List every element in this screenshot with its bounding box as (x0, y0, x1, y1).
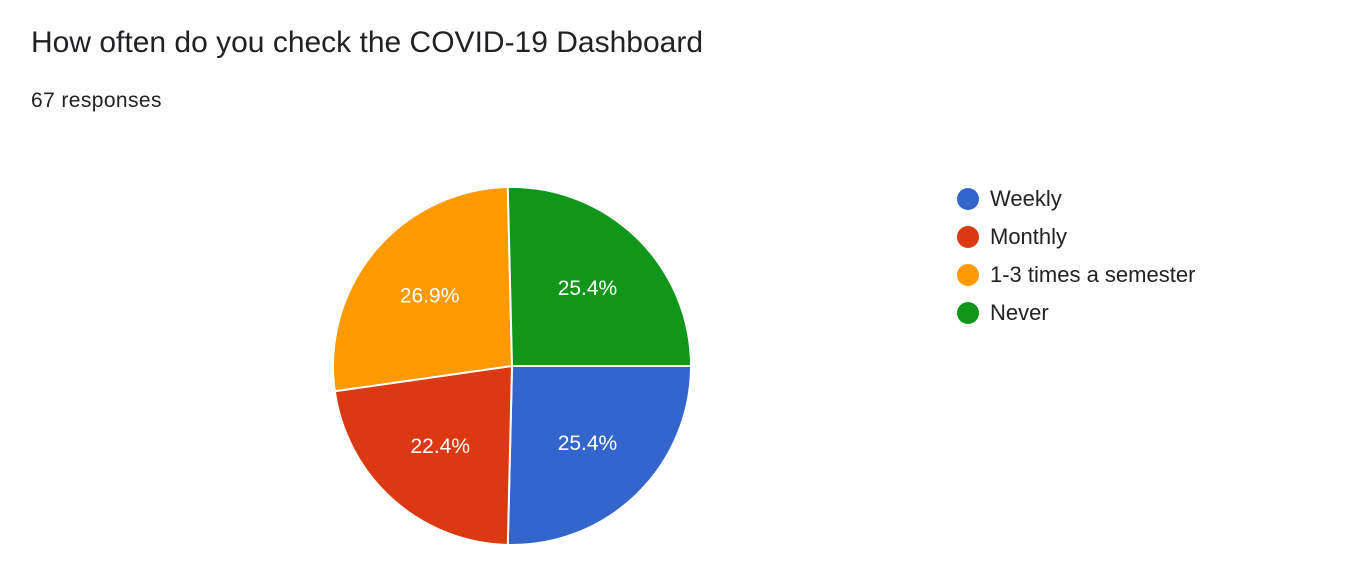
pie-slice-labels: 25.4% 22.4% 26.9% 25.4% (400, 277, 617, 458)
legend-item-never[interactable]: Never (957, 294, 1195, 332)
pie-label-weekly: 25.4% (558, 432, 618, 455)
legend-item-weekly[interactable]: Weekly (957, 180, 1195, 218)
legend-swatch-monthly (957, 226, 979, 248)
legend-swatch-weekly (957, 188, 979, 210)
pie-slice-monthly[interactable] (333, 364, 514, 546)
legend-swatch-never (957, 302, 979, 324)
pie-slice-semester[interactable] (332, 186, 514, 393)
legend-label-semester: 1-3 times a semester (990, 262, 1196, 287)
pie-slice-never[interactable] (506, 186, 693, 367)
legend-swatch-semester (957, 264, 979, 286)
question-title: How often do you check the COVID-19 Dash… (31, 26, 704, 59)
pie-label-monthly: 22.4% (410, 435, 470, 458)
pie-label-never: 25.4% (558, 277, 618, 300)
chart-legend: Weekly Monthly 1-3 times a semester Neve… (957, 180, 1195, 332)
pie-label-semester: 26.9% (400, 285, 460, 308)
pie-slices (332, 186, 693, 546)
legend-label-never: Never (990, 300, 1049, 325)
legend-item-monthly[interactable]: Monthly (957, 218, 1195, 256)
pie-slice-weekly[interactable] (506, 365, 693, 546)
legend-label-weekly: Weekly (990, 186, 1062, 211)
legend-label-monthly: Monthly (990, 224, 1068, 249)
response-count: 67 responses (31, 89, 162, 112)
legend-item-semester[interactable]: 1-3 times a semester (957, 256, 1195, 294)
